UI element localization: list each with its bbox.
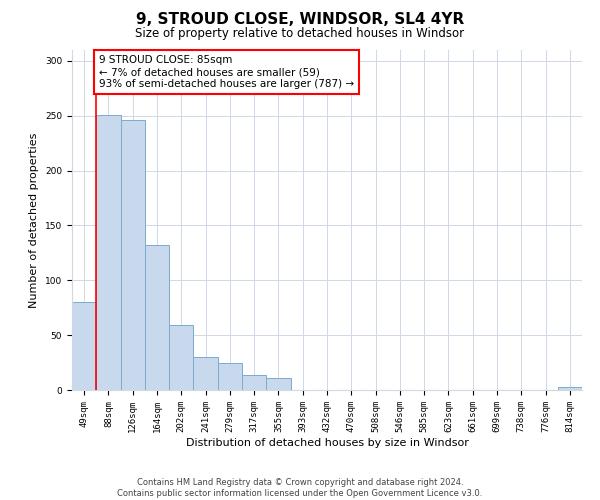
- Text: 9, STROUD CLOSE, WINDSOR, SL4 4YR: 9, STROUD CLOSE, WINDSOR, SL4 4YR: [136, 12, 464, 28]
- Text: 9 STROUD CLOSE: 85sqm
← 7% of detached houses are smaller (59)
93% of semi-detac: 9 STROUD CLOSE: 85sqm ← 7% of detached h…: [99, 56, 354, 88]
- Bar: [169, 326, 193, 390]
- Bar: [145, 245, 169, 390]
- Text: Size of property relative to detached houses in Windsor: Size of property relative to detached ho…: [136, 28, 464, 40]
- Bar: [218, 362, 242, 390]
- Text: Contains HM Land Registry data © Crown copyright and database right 2024.
Contai: Contains HM Land Registry data © Crown c…: [118, 478, 482, 498]
- Bar: [72, 302, 96, 390]
- Bar: [121, 120, 145, 390]
- Y-axis label: Number of detached properties: Number of detached properties: [29, 132, 40, 308]
- Bar: [242, 374, 266, 390]
- X-axis label: Distribution of detached houses by size in Windsor: Distribution of detached houses by size …: [185, 438, 469, 448]
- Bar: [558, 386, 582, 390]
- Bar: [96, 114, 121, 390]
- Bar: [266, 378, 290, 390]
- Bar: [193, 357, 218, 390]
